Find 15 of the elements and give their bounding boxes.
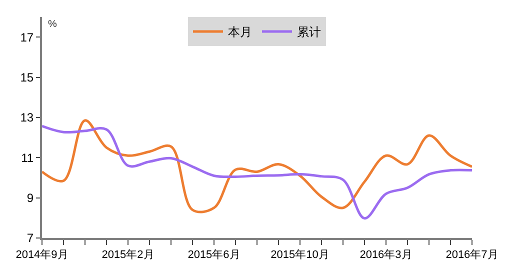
y-tick-label: 11 bbox=[21, 150, 34, 165]
y-axis-title: % bbox=[48, 19, 57, 30]
x-tick-label: 2014年9月 bbox=[16, 249, 68, 262]
legend-label: 本月 bbox=[228, 25, 252, 40]
y-tick-label: 15 bbox=[20, 70, 34, 84]
y-tick-label: 13 bbox=[20, 110, 34, 125]
legend-label: 累计 bbox=[297, 25, 321, 40]
x-tick-label: 2015年10月 bbox=[270, 249, 330, 262]
y-tick-label: 9 bbox=[26, 191, 34, 206]
x-tick-label: 2015年2月 bbox=[102, 249, 154, 262]
x-tick-label: 2015年6月 bbox=[188, 249, 240, 262]
x-tick-label: 2016年3月 bbox=[360, 249, 412, 262]
x-tick-label: 2016年7月 bbox=[446, 249, 498, 262]
y-tick-label: 17 bbox=[20, 30, 34, 44]
y-tick-label: 7 bbox=[26, 231, 34, 246]
